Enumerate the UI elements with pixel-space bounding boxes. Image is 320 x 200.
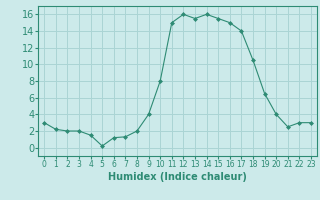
X-axis label: Humidex (Indice chaleur): Humidex (Indice chaleur)	[108, 172, 247, 182]
